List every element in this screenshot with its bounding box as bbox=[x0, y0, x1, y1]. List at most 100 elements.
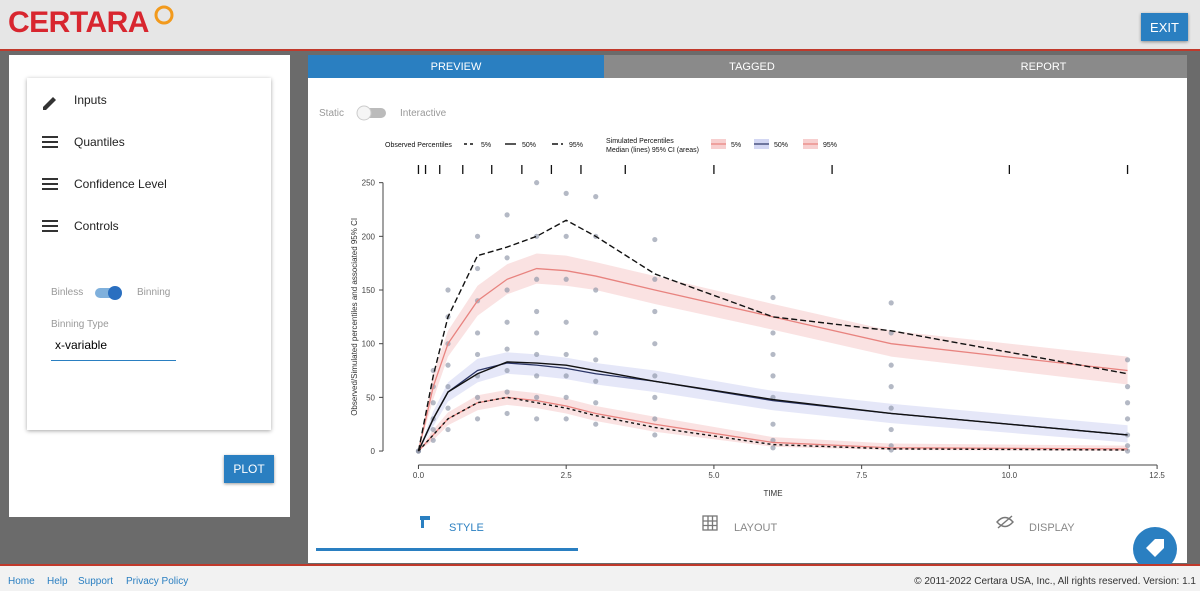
observed-point bbox=[888, 426, 894, 433]
footer-link[interactable]: Home bbox=[8, 576, 35, 587]
observed-point bbox=[474, 394, 481, 400]
footer-link[interactable]: Privacy Policy bbox=[126, 576, 189, 587]
observed-point bbox=[445, 426, 451, 433]
binning-toggle[interactable] bbox=[93, 284, 125, 302]
observed-point bbox=[593, 357, 599, 363]
simulated-median-line bbox=[417, 396, 1128, 452]
toggle-label: Binless bbox=[51, 287, 84, 298]
observed-point bbox=[534, 330, 540, 336]
y-axis-label: Observed/Simulated percentiles and assoc… bbox=[350, 218, 359, 416]
observed-point bbox=[445, 405, 451, 411]
y-tick-label: 200 bbox=[362, 232, 376, 241]
menu-item[interactable]: Quantiles bbox=[74, 135, 125, 149]
observed-point bbox=[1124, 357, 1131, 363]
legend-title: Simulated Percentiles bbox=[606, 138, 674, 145]
observed-point bbox=[563, 276, 569, 282]
observed-point bbox=[652, 308, 658, 315]
mode-label: Interactive bbox=[400, 108, 447, 119]
observed-point bbox=[1124, 384, 1131, 390]
observed-point bbox=[534, 180, 540, 186]
observed-point bbox=[652, 236, 658, 243]
observed-point bbox=[1124, 400, 1131, 406]
observed-point bbox=[430, 400, 436, 406]
observed-point bbox=[474, 233, 481, 239]
menu-item[interactable]: Controls bbox=[74, 219, 119, 233]
tab[interactable]: REPORT bbox=[900, 55, 1187, 78]
exit-button[interactable]: EXIT bbox=[1141, 13, 1188, 41]
layout-icon bbox=[702, 515, 718, 531]
display-icon bbox=[996, 515, 1014, 529]
x-tick-label: 10.0 bbox=[1002, 471, 1018, 480]
observed-point bbox=[504, 212, 510, 218]
menu-item[interactable]: Confidence Level bbox=[74, 177, 167, 191]
ci-band bbox=[418, 253, 1128, 452]
observed-point bbox=[534, 276, 540, 282]
observed-point bbox=[652, 394, 658, 400]
observed-point bbox=[652, 373, 658, 379]
observed-point bbox=[770, 373, 776, 379]
tab-indicator bbox=[316, 548, 578, 551]
observed-point bbox=[504, 346, 510, 352]
y-tick-label: 150 bbox=[362, 286, 376, 295]
observed-point bbox=[1124, 416, 1131, 422]
plot-button[interactable]: PLOT bbox=[224, 455, 274, 483]
bottom-tab[interactable]: LAYOUT bbox=[734, 522, 778, 534]
x-axis-label: TIME bbox=[763, 489, 782, 498]
legend-label: 50% bbox=[522, 142, 536, 149]
mode-label: Static bbox=[319, 108, 345, 119]
observed-point bbox=[652, 416, 658, 422]
observed-point bbox=[504, 287, 510, 293]
observed-point bbox=[593, 287, 599, 293]
observed-point bbox=[563, 319, 569, 325]
legend-label: 50% bbox=[774, 142, 788, 149]
footer-link[interactable]: Help bbox=[47, 576, 68, 587]
observed-point bbox=[1124, 448, 1131, 454]
binning-type-input[interactable]: x-variable bbox=[51, 338, 176, 361]
x-tick-label: 0.0 bbox=[413, 471, 425, 480]
observed-point bbox=[534, 351, 540, 358]
x-tick-label: 5.0 bbox=[708, 471, 720, 480]
legend-label: 95% bbox=[823, 142, 837, 149]
observed-point bbox=[888, 405, 894, 411]
footer: Home Help Support Privacy Policy © 2011-… bbox=[0, 564, 1200, 591]
tab[interactable]: PREVIEW bbox=[308, 55, 604, 78]
observed-point bbox=[593, 330, 599, 336]
footer-link[interactable]: Support bbox=[78, 576, 114, 587]
bottom-tab[interactable]: DISPLAY bbox=[1029, 522, 1075, 534]
observed-point bbox=[770, 294, 776, 301]
menu-item[interactable]: Inputs bbox=[74, 93, 107, 107]
observed-point bbox=[563, 233, 569, 239]
menu-card bbox=[27, 78, 271, 430]
observed-point bbox=[563, 416, 569, 422]
observed-point bbox=[504, 389, 510, 395]
legend-title: Observed Percentiles bbox=[385, 142, 452, 149]
bottom-tab[interactable]: STYLE bbox=[449, 522, 484, 534]
observed-point bbox=[888, 362, 894, 368]
legend-label: 5% bbox=[731, 142, 741, 149]
observed-point bbox=[888, 443, 894, 449]
legend-label: 95% bbox=[569, 142, 583, 149]
observed-point bbox=[770, 351, 776, 358]
observed-line bbox=[417, 361, 1128, 452]
y-tick-label: 100 bbox=[362, 340, 376, 349]
observed-point bbox=[474, 265, 481, 272]
observed-point bbox=[474, 330, 481, 336]
observed-point bbox=[504, 410, 510, 417]
mode-toggle[interactable] bbox=[354, 104, 388, 122]
observed-point bbox=[445, 287, 451, 293]
observed-line bbox=[417, 219, 1128, 452]
chart: 0 50 100 150 200 250 0.0 2.5 5.0 7.5 10.0 12.5 TIME O… bbox=[350, 138, 1165, 498]
observed-point bbox=[770, 330, 776, 336]
observed-point bbox=[534, 394, 540, 400]
observed-point bbox=[1124, 443, 1131, 449]
x-tick-label: 2.5 bbox=[561, 471, 573, 480]
observed-point bbox=[593, 400, 599, 406]
observed-point bbox=[593, 421, 599, 427]
tab[interactable]: TAGGED bbox=[604, 55, 900, 78]
observed-point bbox=[430, 437, 436, 443]
observed-point bbox=[504, 255, 510, 261]
observed-point bbox=[652, 432, 658, 438]
x-tick-label: 7.5 bbox=[856, 471, 868, 480]
observed-point bbox=[534, 233, 540, 239]
tag-button[interactable] bbox=[1132, 526, 1178, 572]
